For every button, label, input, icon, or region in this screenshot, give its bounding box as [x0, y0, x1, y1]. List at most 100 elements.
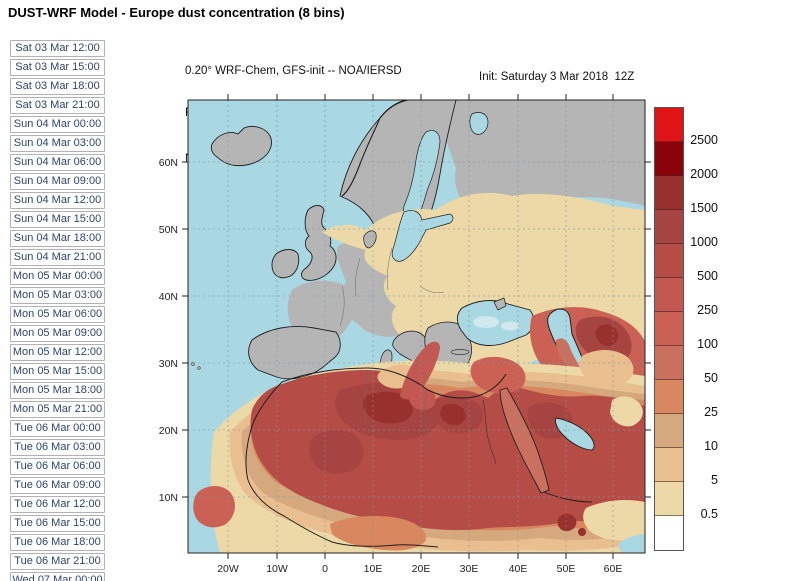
colorbar-tick-label: 250	[697, 303, 718, 317]
timestep-button[interactable]: Tue 06 Mar 06:00	[10, 458, 105, 475]
map-land-iceland	[210, 125, 272, 167]
lon-tick-label: 0	[322, 563, 328, 575]
timestep-button[interactable]: Sat 03 Mar 21:00	[10, 97, 105, 114]
timestep-button[interactable]: Sat 03 Mar 15:00	[10, 59, 105, 76]
dust-iran-peach	[579, 350, 634, 387]
dust-caucasus-core-dark	[595, 324, 619, 347]
dust-eastmed-salmon	[470, 356, 526, 394]
map-land-uk	[301, 205, 337, 281]
lon-tick-label: 30E	[460, 563, 479, 575]
norway-coastline	[341, 99, 407, 197]
lon-tick-label: 40E	[509, 563, 528, 575]
dust-ethiopia-dark	[578, 528, 586, 536]
timestep-button[interactable]: Tue 06 Mar 15:00	[10, 515, 105, 532]
lon-tick-label: 10W	[266, 563, 288, 575]
timestep-button[interactable]: Sat 03 Mar 12:00	[10, 40, 105, 57]
colorbar-bin	[655, 346, 683, 380]
colorbar-tick-label: 50	[704, 371, 718, 385]
timestep-button[interactable]: Sun 04 Mar 12:00	[10, 192, 105, 209]
timestep-button[interactable]: Sat 03 Mar 18:00	[10, 78, 105, 95]
timestep-button[interactable]: Tue 06 Mar 18:00	[10, 534, 105, 551]
africa-coastline	[245, 367, 507, 548]
colorbar-bin	[655, 414, 683, 448]
timestep-button[interactable]: Mon 05 Mar 21:00	[10, 401, 105, 418]
dust-ghana-orange	[330, 516, 427, 551]
timestep-button[interactable]: Sun 04 Mar 06:00	[10, 154, 105, 171]
nile-river	[482, 399, 497, 465]
timestep-button[interactable]: Mon 05 Mar 12:00	[10, 344, 105, 361]
colorbar-tick-label: 5	[711, 473, 718, 487]
timestep-button[interactable]: Mon 05 Mar 15:00	[10, 363, 105, 380]
colorbar-tick-label: 500	[697, 269, 718, 283]
colorbar-bin	[655, 448, 683, 482]
model-info-line: 0.20° WRF-Chem, GFS-init -- NOA/IERSD	[185, 65, 402, 77]
page-title: DUST-WRF Model - Europe dust concentrati…	[8, 5, 345, 20]
timestep-button[interactable]: Tue 06 Mar 21:00	[10, 553, 105, 570]
timestep-button[interactable]: Mon 05 Mar 09:00	[10, 325, 105, 342]
map-land-crimea	[493, 297, 507, 311]
dust-offshore-salmon	[193, 486, 235, 528]
colorbar-tick-label: 25	[704, 405, 718, 419]
lat-tick-label: 20N	[159, 425, 178, 437]
lat-tick-label: 10N	[159, 492, 178, 504]
colorbar-bin	[655, 482, 683, 516]
dust-tongue-greece	[400, 341, 440, 400]
colorbar-bin	[655, 210, 683, 244]
map-canary-islands	[197, 366, 201, 370]
map-land-france	[287, 280, 360, 342]
timestep-button[interactable]: Tue 06 Mar 03:00	[10, 439, 105, 456]
colorbar-bin	[655, 278, 683, 312]
colorbar-bin	[655, 244, 683, 278]
lon-tick-label: 20W	[217, 563, 239, 575]
colorbar-tick-label: 100	[697, 337, 718, 351]
lon-tick-label: 50E	[557, 563, 576, 575]
colorbar-tick-label: 2500	[690, 133, 718, 147]
init-time-line: Init: Saturday 3 Mar 2018 12Z	[479, 71, 635, 83]
lat-tick-label: 40N	[159, 291, 178, 303]
timestep-button[interactable]: Tue 06 Mar 00:00	[10, 420, 105, 437]
colorbar-tick-label: 1000	[690, 235, 718, 249]
map-frame	[187, 99, 646, 554]
map-gridlines	[188, 100, 645, 553]
arabian-sea-corner	[618, 534, 645, 553]
dust-africa-darkest	[363, 391, 413, 424]
timestep-button[interactable]: Tue 06 Mar 09:00	[10, 477, 105, 494]
colorbar-bin	[655, 380, 683, 414]
white-sea	[469, 112, 489, 135]
dust-africa-darker	[309, 430, 364, 474]
timestep-button[interactable]: Sun 04 Mar 15:00	[10, 211, 105, 228]
lat-tick-label: 30N	[159, 358, 178, 370]
timestep-button[interactable]: Sun 04 Mar 21:00	[10, 249, 105, 266]
persian-gulf	[555, 417, 595, 451]
timestep-list: Sat 03 Mar 12:00 Sat 03 Mar 15:00 Sat 03…	[10, 40, 106, 581]
colorbar	[654, 107, 684, 551]
timestep-button[interactable]: Mon 05 Mar 03:00	[10, 287, 105, 304]
timestep-button[interactable]: Sun 04 Mar 00:00	[10, 116, 105, 133]
red-sea	[499, 387, 550, 494]
timestep-button[interactable]: Mon 05 Mar 06:00	[10, 306, 105, 323]
timestep-button[interactable]: Sun 04 Mar 03:00	[10, 135, 105, 152]
forecast-map: 60N 50N 40N 30N 20N 10N 20W 10W 0 10E 20…	[159, 94, 651, 575]
timestep-button[interactable]: Wed 07 Mar 00:00	[10, 572, 105, 581]
timestep-button[interactable]: Sun 04 Mar 09:00	[10, 173, 105, 190]
colorbar-bin	[655, 108, 683, 142]
colorbar-tick-label: 1500	[690, 201, 718, 215]
colorbar-bin	[655, 312, 683, 346]
lat-tick-label: 50N	[159, 224, 178, 236]
timestep-button[interactable]: Sun 04 Mar 18:00	[10, 230, 105, 247]
dust-africa-darkest	[440, 403, 466, 426]
black-sea-pale-patch	[501, 321, 519, 331]
map-land-crete	[450, 349, 470, 355]
colorbar-tick-label: 2000	[690, 167, 718, 181]
colorbar-bin	[655, 516, 683, 550]
timestep-button[interactable]: Mon 05 Mar 18:00	[10, 382, 105, 399]
dust-arabia-se-cream	[583, 500, 645, 541]
colorbar-bin	[655, 176, 683, 210]
dust-iran-cream	[610, 396, 643, 427]
map-land-ireland	[271, 249, 300, 279]
timestep-button[interactable]: Mon 05 Mar 00:00	[10, 268, 105, 285]
black-sea-pale-patch	[473, 316, 499, 328]
timestep-button[interactable]: Tue 06 Mar 12:00	[10, 496, 105, 513]
colorbar-bin	[655, 142, 683, 176]
